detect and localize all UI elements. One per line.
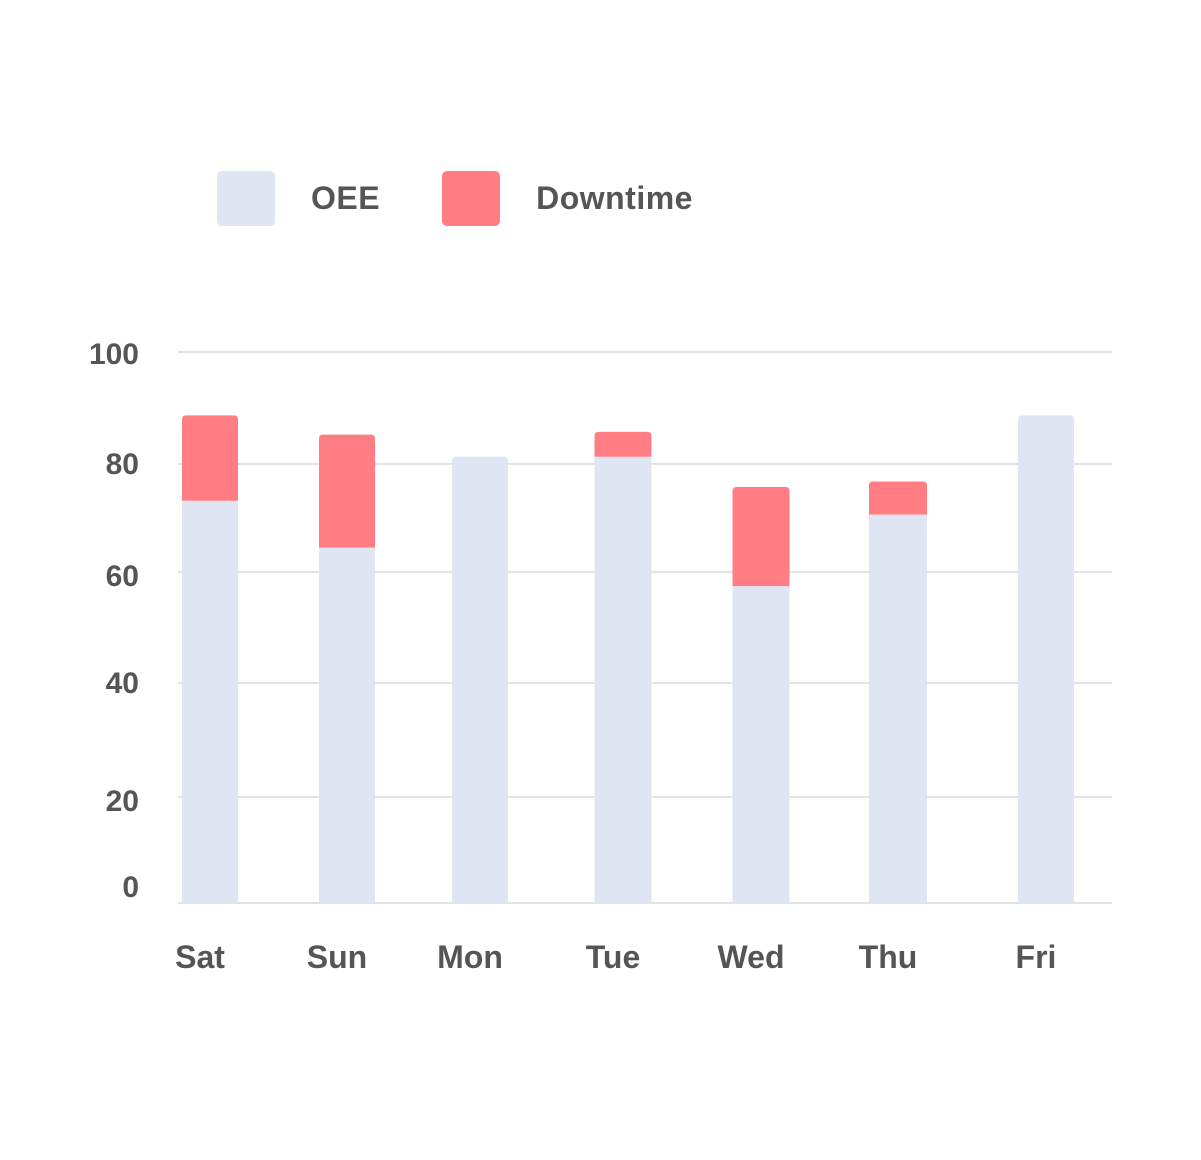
bar-oee-sat[interactable] <box>182 500 238 903</box>
bar-oee-thu[interactable] <box>869 514 927 903</box>
x-tick-label-sun: Sun <box>307 939 367 975</box>
bar-downtime-wed[interactable] <box>732 486 790 587</box>
y-tick-label-20: 20 <box>106 785 139 818</box>
y-tick-label-80: 80 <box>106 448 139 481</box>
legend-label-downtime: Downtime <box>536 180 693 216</box>
x-tick-label-thu: Thu <box>859 939 918 975</box>
bar-oee-mon[interactable] <box>452 456 508 903</box>
y-tick-label-60: 60 <box>106 560 139 593</box>
x-tick-label-tue: Tue <box>586 939 641 975</box>
legend-swatch-oee <box>217 171 275 226</box>
bar-oee-tue[interactable] <box>594 456 652 903</box>
bar-downtime-sun[interactable] <box>319 434 375 548</box>
legend-item-oee[interactable]: OEE <box>217 171 380 226</box>
y-tick-label-40: 40 <box>106 667 139 700</box>
bar-downtime-tue[interactable] <box>594 431 652 457</box>
y-tick-label-0: 0 <box>122 871 139 904</box>
x-tick-label-sat: Sat <box>175 939 225 975</box>
bar-downtime-sat[interactable] <box>182 415 238 501</box>
bar-oee-wed[interactable] <box>732 586 790 903</box>
x-tick-label-fri: Fri <box>1016 939 1057 975</box>
legend-item-downtime[interactable]: Downtime <box>442 171 693 226</box>
x-tick-label-mon: Mon <box>437 939 503 975</box>
bar-downtime-thu[interactable] <box>869 481 927 515</box>
legend-label-oee: OEE <box>311 180 381 216</box>
x-tick-label-wed: Wed <box>718 939 785 975</box>
y-tick-label-100: 100 <box>89 338 139 371</box>
legend-swatch-downtime <box>442 171 501 226</box>
bar-oee-sun[interactable] <box>319 547 375 903</box>
bar-oee-fri[interactable] <box>1018 415 1074 903</box>
chart-legend: OEE Downtime <box>217 171 755 226</box>
